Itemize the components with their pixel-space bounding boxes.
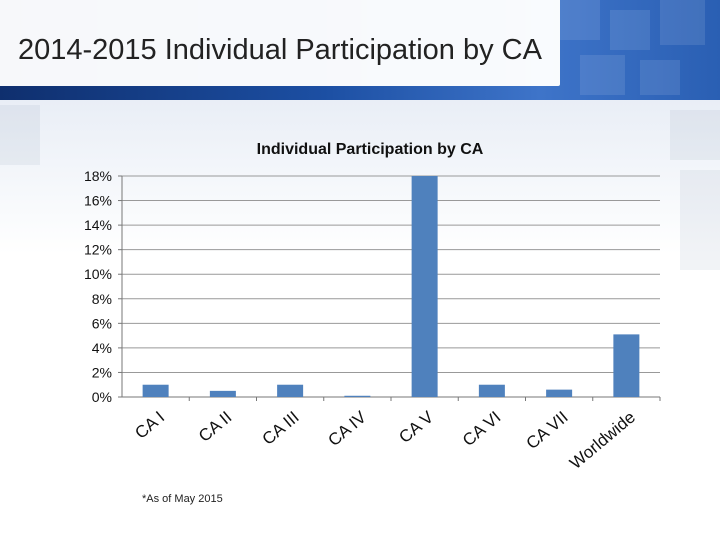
x-tick-label: Worldwide — [566, 408, 639, 473]
y-tick-label: 6% — [92, 315, 112, 331]
y-tick-label: 4% — [92, 340, 112, 356]
bar-ca-ii — [209, 390, 236, 397]
bar-ca-v — [411, 176, 438, 397]
banner-tile — [660, 0, 705, 45]
y-tick-label: 12% — [84, 242, 112, 258]
y-tick-label: 10% — [84, 266, 112, 282]
x-tick-label: CA III — [259, 408, 303, 449]
y-tick-label: 2% — [92, 364, 112, 380]
bar-ca-vii — [546, 389, 573, 397]
title-panel — [0, 0, 560, 86]
footnote: *As of May 2015 — [142, 493, 223, 505]
x-tick-label: CA V — [395, 407, 437, 447]
x-tick-label: CA I — [131, 408, 168, 443]
y-tick-label: 16% — [84, 193, 112, 209]
y-tick-label: 14% — [84, 217, 112, 233]
background-fade — [0, 100, 720, 540]
bar-ca-iii — [277, 384, 304, 397]
banner-tile — [640, 60, 680, 95]
banner-tile — [610, 10, 650, 50]
background-tile — [0, 105, 40, 165]
chart-title: Individual Participation by CA — [257, 141, 484, 158]
x-tick-label: CA VI — [459, 408, 505, 450]
x-tick-label: CA IV — [324, 407, 370, 450]
y-tick-label: 0% — [92, 389, 112, 405]
bar-ca-vi — [478, 384, 505, 397]
banner-tile — [580, 55, 625, 95]
slide-title: 2014-2015 Individual Participation by CA — [18, 34, 542, 66]
y-tick-label: 8% — [92, 291, 112, 307]
bar-ca-i — [142, 384, 169, 397]
background-tile — [680, 170, 720, 270]
y-tick-label: 18% — [84, 168, 112, 184]
background-tile — [670, 110, 720, 160]
banner-tile — [560, 0, 600, 40]
x-tick-label: CA II — [195, 408, 235, 446]
bar-ca-iv — [344, 395, 371, 397]
bar-worldwide — [613, 334, 640, 397]
x-tick-label: CA VII — [523, 408, 572, 454]
header-banner: 2014-2015 Individual Participation by CA — [0, 0, 720, 100]
